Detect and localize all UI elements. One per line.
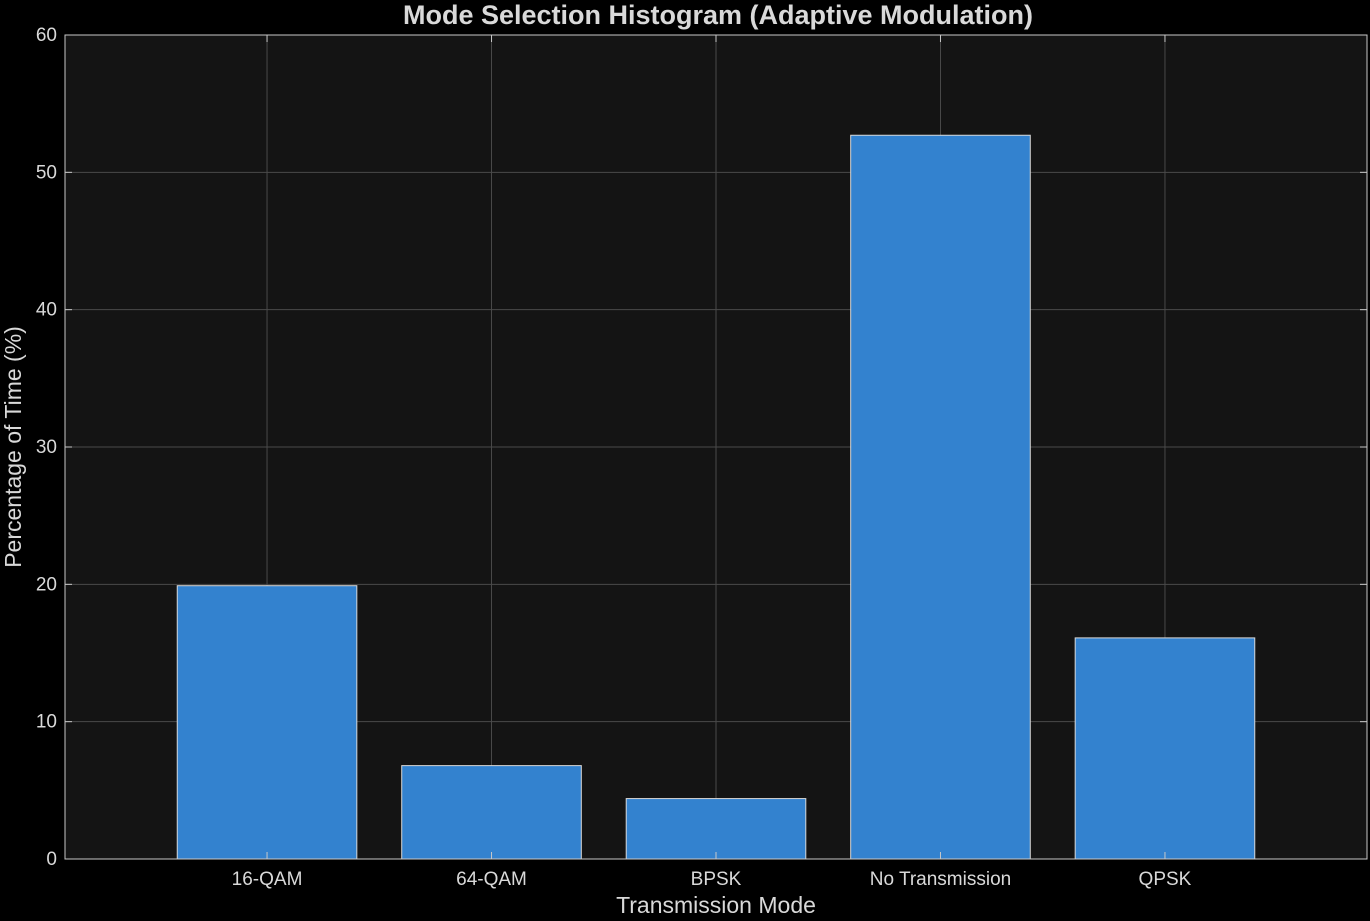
y-tick-label: 20	[36, 574, 57, 595]
y-tick-label: 40	[36, 300, 57, 321]
y-axis-label: Percentage of Time (%)	[0, 326, 26, 568]
x-axis-label: Transmission Mode	[616, 892, 816, 916]
bar-64-qam	[401, 765, 582, 860]
bar-16-qam	[176, 585, 358, 860]
y-tick-label: 10	[36, 712, 57, 733]
y-tick-label: 30	[36, 437, 57, 458]
y-tick-label: 60	[36, 25, 57, 46]
x-tick-label: BPSK	[691, 869, 742, 890]
bars	[176, 134, 1256, 860]
x-tick-label: 16-QAM	[232, 869, 303, 890]
axes	[64, 34, 1368, 860]
y-tick-label: 0	[46, 849, 57, 870]
bar-qpsk	[1074, 637, 1256, 860]
chart-title: Mode Selection Histogram (Adaptive Modul…	[403, 0, 1033, 30]
bar-bpsk	[625, 798, 807, 860]
tick-labels: 0 10 20 30 40 50 60 16-QAM 64-QAM BPSK No Transmis…	[36, 25, 1192, 890]
x-tick-label: 64-QAM	[456, 869, 527, 890]
bar-no-transmission	[850, 134, 1031, 860]
x-tick-label: QPSK	[1139, 869, 1192, 890]
y-tick-label: 50	[36, 162, 57, 183]
x-tick-label: No Transmission	[870, 869, 1012, 890]
